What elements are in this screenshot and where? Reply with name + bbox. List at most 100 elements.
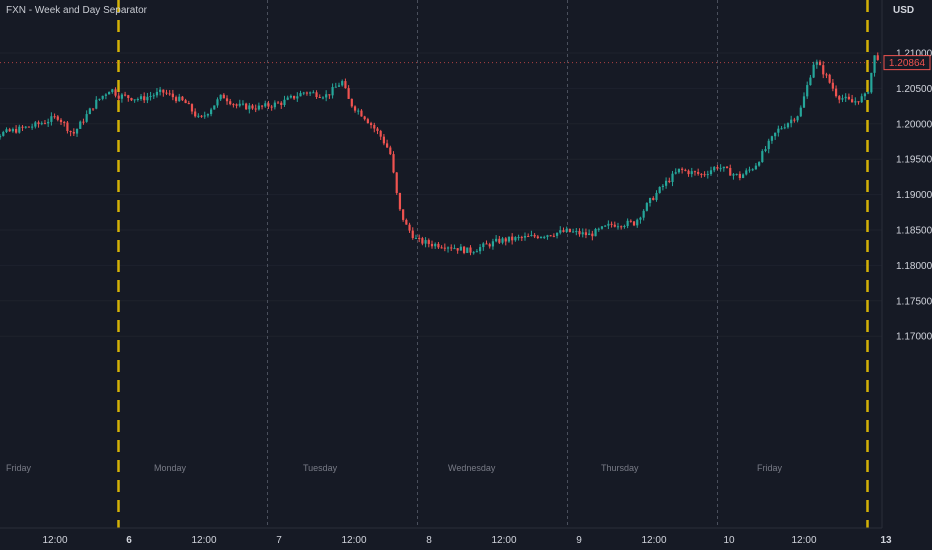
candle-body	[575, 231, 578, 233]
candle-body	[302, 92, 305, 94]
price-tick-label: 1.21000	[896, 49, 932, 60]
candle-body	[559, 230, 562, 233]
candle-body	[111, 89, 114, 93]
candle-body	[350, 98, 353, 107]
time-tick-label: 9	[576, 535, 582, 546]
candle-body	[514, 237, 517, 241]
candle-body	[665, 180, 668, 186]
candle-body	[491, 241, 495, 247]
candle-body	[411, 230, 414, 238]
candle-body	[206, 114, 210, 116]
candle-body	[697, 172, 700, 174]
candle-body	[754, 165, 757, 170]
time-tick-label: 10	[723, 535, 735, 546]
price-tick-label: 1.18000	[896, 261, 932, 272]
candle-body	[793, 119, 796, 121]
candle-body	[216, 99, 219, 106]
candle-body	[831, 82, 834, 89]
price-tick-label: 1.17500	[896, 296, 932, 307]
candle-body	[357, 110, 360, 112]
candle-body	[719, 168, 722, 170]
time-tick-label: 12:00	[42, 535, 67, 546]
candle-body	[276, 102, 280, 104]
candle-body	[834, 88, 838, 97]
candle-body	[786, 123, 790, 128]
candle-body	[748, 169, 751, 171]
candle-body	[597, 228, 600, 230]
candle-body	[376, 128, 379, 131]
price-axis[interactable]: 1.21000 1.20500 1.20000 1.19500 1.19000 1.185…	[896, 49, 932, 343]
last-price-value: 1.20864	[889, 58, 926, 69]
candle-body	[130, 98, 133, 101]
candle-body	[863, 93, 867, 97]
candle-body	[190, 104, 194, 112]
candle-body	[741, 174, 745, 178]
candle-body	[462, 246, 466, 253]
candle-body	[735, 173, 738, 175]
candle-body	[777, 128, 780, 133]
candle-body	[11, 129, 14, 132]
candle-body	[254, 108, 257, 110]
price-tick-label: 1.19000	[896, 190, 932, 201]
candle-body	[95, 99, 98, 109]
candle-body	[267, 103, 270, 107]
candle-body	[373, 125, 376, 129]
price-axis-panel[interactable]	[882, 0, 932, 550]
price-tick-label: 1.17000	[896, 332, 932, 343]
candle-body	[286, 97, 289, 100]
candle-body	[203, 115, 206, 117]
time-tick-label: 12:00	[641, 535, 666, 546]
candle-body	[604, 225, 607, 227]
candle-body	[312, 92, 315, 94]
day-label: Monday	[154, 463, 187, 473]
candle-body	[379, 130, 382, 137]
candle-body	[440, 247, 443, 249]
candle-body	[623, 225, 626, 227]
candle-body	[165, 92, 168, 94]
candle-body	[245, 103, 248, 110]
time-tick-label: 12:00	[491, 535, 516, 546]
candle-body	[251, 105, 254, 109]
candle-body	[8, 129, 11, 132]
candle-body	[860, 96, 863, 103]
candle-body	[321, 97, 325, 99]
candle-body	[520, 237, 523, 239]
candle-body	[671, 173, 674, 183]
candle-body	[430, 243, 434, 247]
candle-body	[418, 237, 421, 239]
price-tick-label: 1.20000	[896, 119, 932, 130]
candle-body	[270, 106, 273, 108]
candle-body	[479, 247, 482, 252]
candle-body	[421, 238, 424, 244]
candle-body	[632, 221, 636, 226]
candle-body	[658, 186, 661, 193]
candle-body	[136, 99, 139, 101]
candle-body	[15, 129, 18, 133]
candle-body	[456, 248, 459, 251]
day-separators	[117, 0, 869, 528]
candle-body	[40, 123, 43, 125]
candle-body	[405, 219, 408, 225]
candle-body	[485, 243, 488, 245]
candle-body	[63, 122, 66, 124]
candle-body	[257, 105, 260, 110]
candle-body	[751, 169, 754, 171]
candle-body	[366, 119, 369, 124]
candle-body	[37, 122, 40, 125]
candle-body	[200, 115, 203, 117]
candle-body	[238, 103, 241, 106]
candle-body	[402, 209, 405, 220]
candle-body	[443, 247, 446, 249]
candle-body	[504, 238, 507, 242]
candle-body	[851, 99, 854, 103]
candle-body	[363, 116, 366, 120]
candle-body	[722, 166, 725, 169]
candle-body	[495, 238, 498, 242]
candle-body	[572, 231, 575, 233]
indicator-title[interactable]: FXN - Week and Day Separator	[6, 5, 147, 16]
candle-body	[610, 223, 613, 225]
candle-body	[341, 81, 344, 86]
time-axis[interactable]: 12:00 6 12:00 7 12:00 8 12:00 9 12:00 10 12:00 13	[42, 535, 892, 546]
candle-body	[687, 170, 690, 175]
